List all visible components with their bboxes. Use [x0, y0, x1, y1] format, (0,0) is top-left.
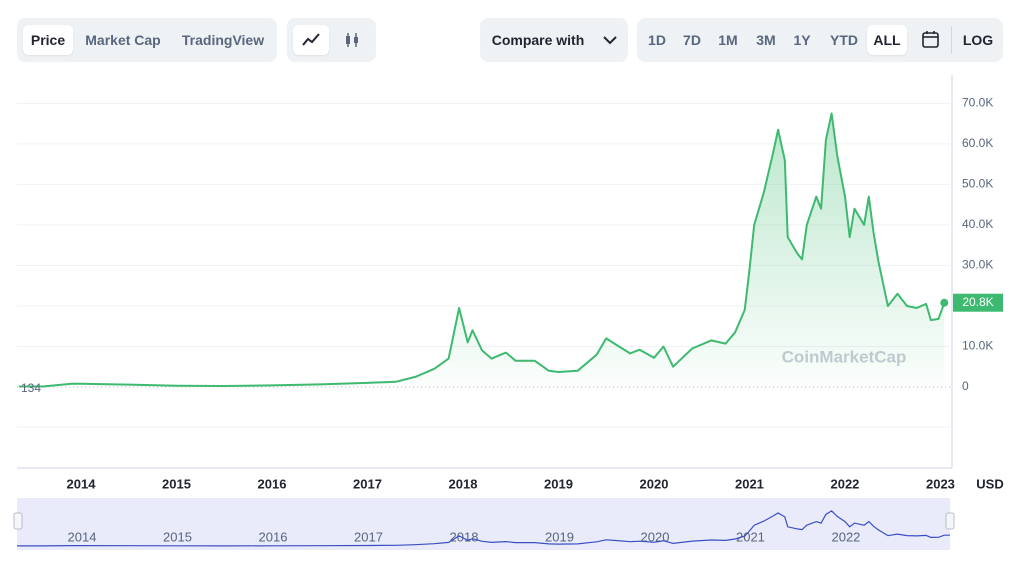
- tab-group: Price Market Cap TradingView: [17, 18, 277, 62]
- chevron-icon: [603, 36, 617, 45]
- x-tick-label: 2016: [258, 476, 287, 491]
- navigator-tick-label: 2022: [831, 529, 860, 544]
- x-tick-label: 2017: [353, 476, 382, 491]
- compare-dropdown[interactable]: Compare with: [480, 18, 628, 62]
- navigator-tick-label: 2016: [259, 529, 288, 544]
- y-tick-label: 30.0K: [962, 258, 993, 272]
- navigator-handle: [945, 512, 955, 530]
- navigator-tick-label: 2015: [163, 529, 192, 544]
- navigator-tick-label: 2017: [354, 529, 383, 544]
- candle-icon: [346, 33, 358, 47]
- line-style-button[interactable]: [293, 25, 329, 55]
- x-tick-label: 2022: [830, 476, 859, 491]
- navigator-tick-label: 2014: [68, 529, 97, 544]
- range-button[interactable]: 1D: [648, 32, 666, 48]
- price-line: [18, 112, 946, 388]
- chart-style-group: [287, 18, 376, 62]
- y-tick-label: 50.0K: [962, 177, 993, 191]
- navigator-handle: [13, 512, 23, 530]
- calendar-icon: [922, 31, 939, 48]
- range-button[interactable]: ALL: [867, 25, 907, 55]
- start-price-label: 134: [21, 381, 41, 395]
- x-tick-label: 2014: [67, 476, 97, 491]
- range-button[interactable]: 7D: [683, 32, 701, 48]
- navigator-tick-label: 2018: [450, 529, 479, 544]
- range-button[interactable]: 1Y: [793, 32, 811, 48]
- navigator-tick-label: 2019: [545, 529, 574, 544]
- price-area: [18, 113, 945, 387]
- x-tick-label: 2023: [926, 476, 955, 491]
- range-button[interactable]: 3M: [756, 32, 776, 48]
- calendar-button[interactable]: [915, 25, 945, 55]
- price-tag-label: 20.8K: [962, 295, 993, 309]
- range-group: 1D 7D 1M 3M 1Y YTD ALL LOG: [637, 18, 1003, 62]
- y-tick-label: 0: [962, 379, 969, 393]
- x-tick-label: 2015: [162, 476, 191, 491]
- candle-style-button[interactable]: [334, 25, 370, 55]
- x-tick-label: 2018: [449, 476, 478, 491]
- divider: [951, 26, 952, 54]
- range-button[interactable]: 1M: [718, 32, 738, 48]
- y-tick-label: 60.0K: [962, 136, 993, 150]
- y-tick-label: 40.0K: [962, 217, 993, 231]
- range-button[interactable]: YTD: [830, 32, 858, 48]
- watermark: CoinMarketCap: [782, 347, 907, 366]
- navigator-band: [17, 498, 950, 550]
- navigator-line: [16, 510, 951, 547]
- tab[interactable]: Price: [23, 25, 73, 55]
- y-tick-label: 20.0K: [962, 298, 993, 312]
- price-tag: [953, 293, 1003, 312]
- line-icon: [302, 33, 320, 46]
- compare-label: Compare with: [491, 32, 585, 48]
- log-button[interactable]: LOG: [962, 32, 994, 48]
- y-tick-label: 70.0K: [962, 96, 993, 110]
- currency-label: USD: [976, 476, 1003, 491]
- x-tick-label: 2020: [640, 476, 669, 491]
- navigator-tick-label: 2021: [736, 529, 765, 544]
- y-tick-label: 10.0K: [962, 339, 993, 353]
- tab[interactable]: Market Cap: [85, 32, 161, 48]
- navigator-tick-label: 2020: [641, 529, 670, 544]
- x-tick-label: 2021: [735, 476, 764, 491]
- x-tick-label: 2019: [544, 476, 573, 491]
- current-price-dot: [940, 298, 949, 307]
- tab[interactable]: TradingView: [181, 32, 265, 48]
